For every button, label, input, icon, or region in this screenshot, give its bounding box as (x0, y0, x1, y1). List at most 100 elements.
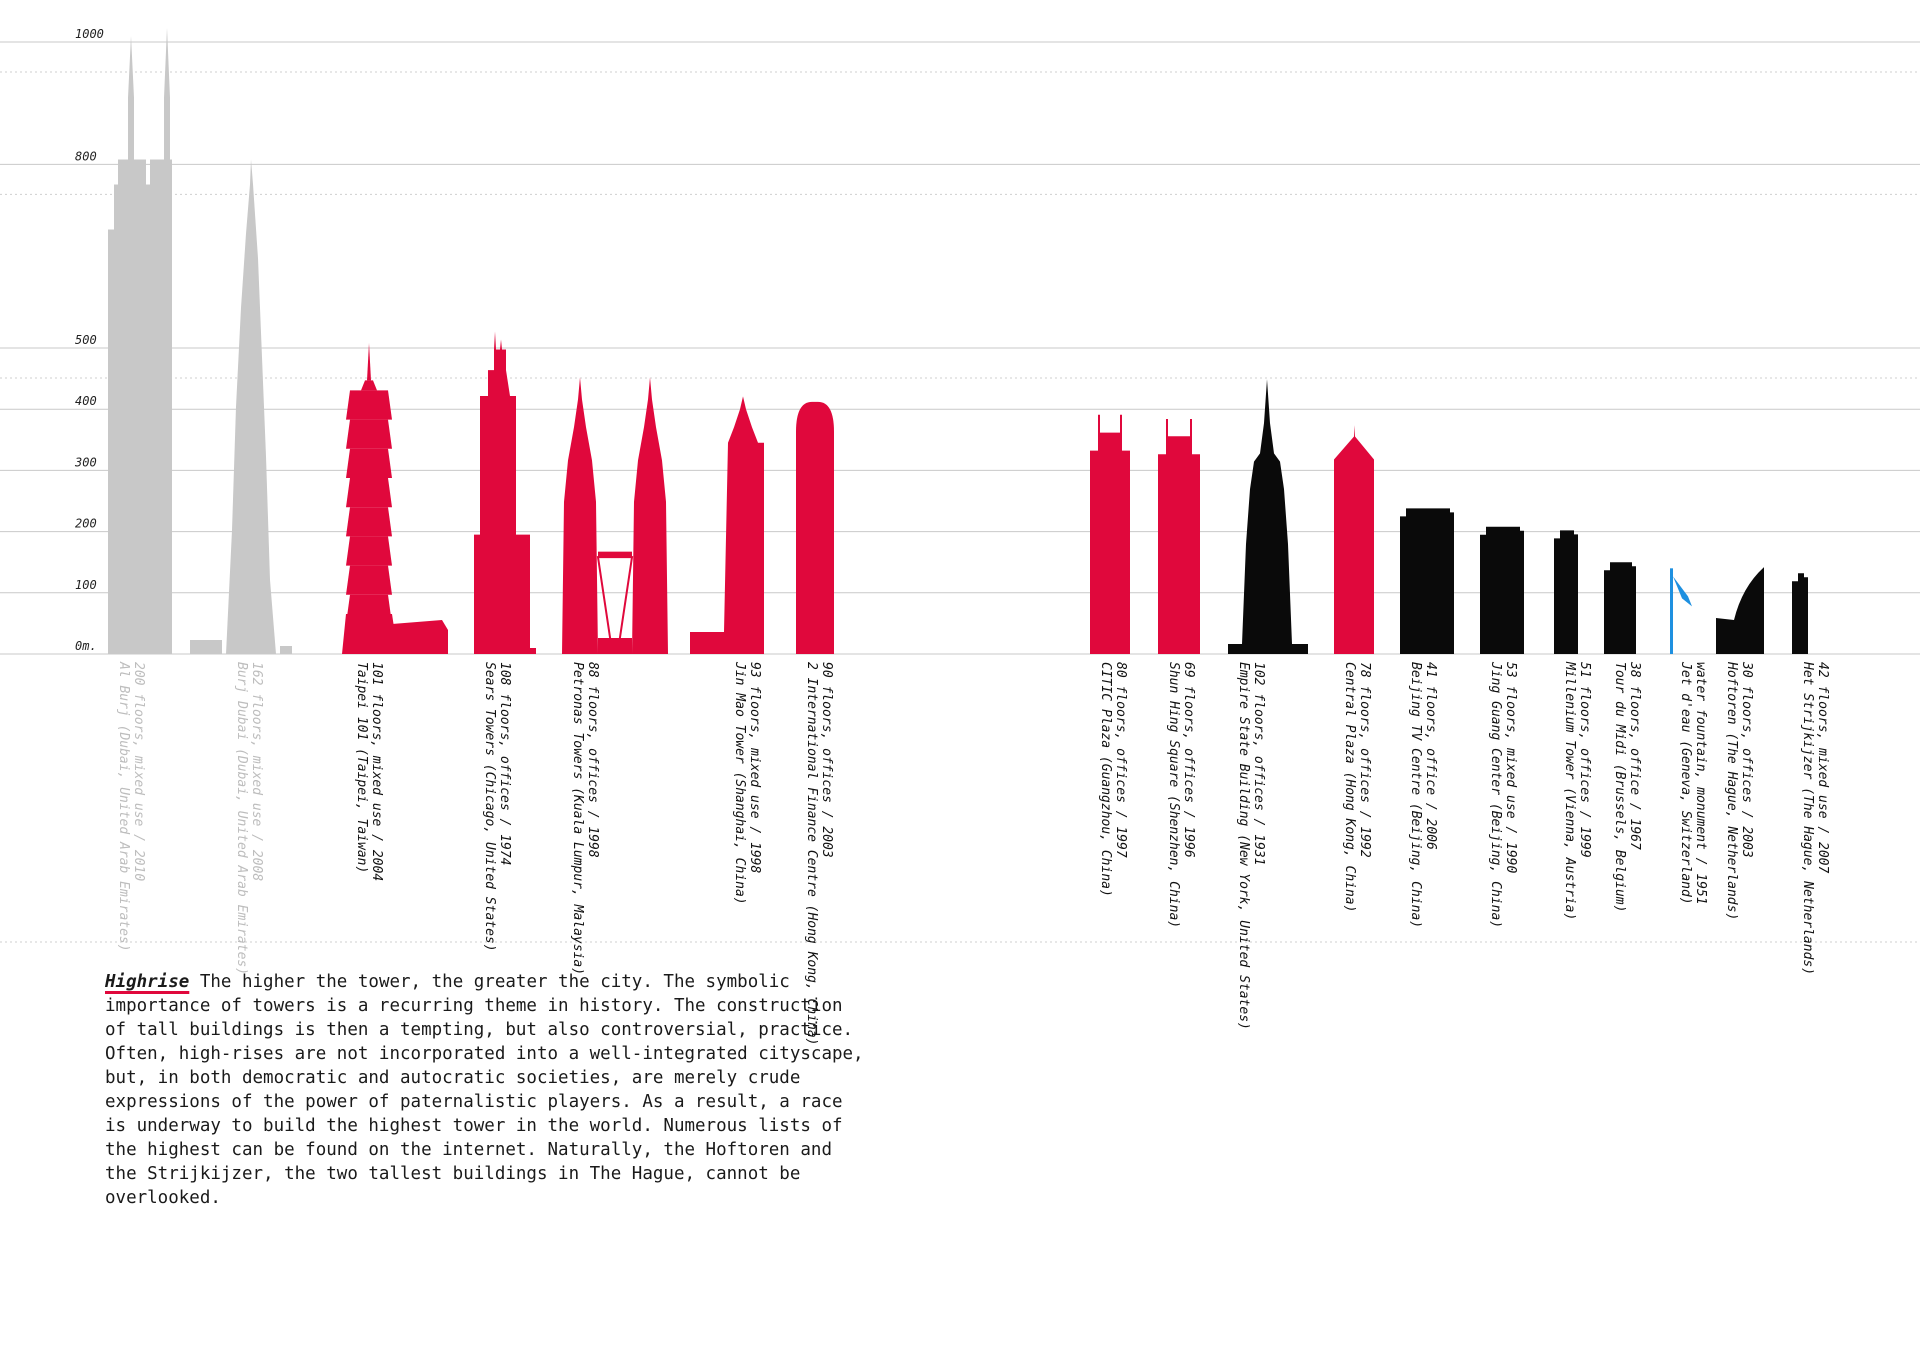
building-shape (1334, 425, 1374, 654)
building-shape (346, 390, 392, 420)
y-tick-label: 1000 (75, 27, 104, 41)
building-shape (632, 377, 668, 654)
building-detail-label: water fountain, monument / 1951 (1693, 662, 1708, 905)
building-name-label: Central Plaza (Hong Kong, China) (1342, 662, 1357, 912)
building-caption: Petronas Towers (Kuala Lumpur, Malaysia)… (570, 662, 600, 975)
skybridge-support (596, 556, 634, 645)
building-detail-label: 93 floors, mixed use / 1998 (747, 662, 762, 873)
building-shape (280, 646, 292, 654)
building-caption: Empire State Building (New York, United … (1236, 662, 1266, 1030)
building-name-label: Petronas Towers (Kuala Lumpur, Malaysia) (570, 662, 585, 975)
building-shape (346, 536, 392, 566)
building-13 (1554, 530, 1578, 654)
building-12 (1480, 526, 1524, 654)
y-tick-label: 200 (75, 517, 97, 531)
y-tick-label: 400 (75, 394, 97, 408)
building-6 (796, 401, 834, 654)
building-shape (392, 620, 448, 654)
building-shape (690, 396, 764, 654)
building-name-label: Millenium Tower (Vienna, Austria) (1562, 661, 1577, 920)
building-detail-label: 78 floors, offices / 1992 (1357, 662, 1372, 858)
building-14 (1604, 562, 1636, 654)
building-shape (346, 448, 392, 479)
article-lead: Highrise (105, 972, 190, 992)
building-shape (1792, 573, 1808, 654)
building-detail-label: 51 floors, offices / 1999 (1577, 662, 1592, 858)
building-name-label: Jet d'eau (Geneva, Switzerland) (1678, 661, 1693, 905)
building-15 (1670, 568, 1692, 654)
building-9 (1228, 379, 1308, 654)
building-caption: CITIC Plaza (Guangzhou, China) 80 floors,… (1098, 662, 1128, 897)
building-2 (342, 343, 448, 654)
building-shape (796, 401, 834, 654)
building-shape (1400, 508, 1454, 654)
skybridge (598, 551, 632, 558)
building-shape (1673, 576, 1692, 607)
building-caption: Het Strijkijzer (The Hague, Netherlands)… (1800, 661, 1830, 975)
building-caption: Sears Towers (Chicago, United States) 108… (482, 662, 512, 952)
building-1 (190, 159, 292, 654)
building-caption: Central Plaza (Hong Kong, China) 78 floor… (1342, 662, 1372, 912)
y-tick-label: 300 (74, 455, 97, 469)
building-caption: Beijing TV Centre (Beijing, China) 41 flo… (1408, 662, 1438, 928)
y-tick-label: 800 (75, 149, 97, 163)
building-shape (361, 380, 377, 391)
building-detail-label: 30 floors, offices / 2003 (1739, 661, 1754, 858)
grid-lines (0, 41, 1920, 943)
building-name-label: Taipei 101 (Taipei, Taiwan) (354, 662, 369, 873)
building-8 (1158, 418, 1200, 654)
building-name-label: Jin Mao Tower (Shanghai, China) (732, 661, 747, 905)
y-axis: 0m. 100 200 300 400 500 800 1000 (74, 27, 104, 653)
building-detail-label: 102 floors, offices / 1931 (1251, 662, 1266, 866)
building-detail-label: 53 floors, mixed use / 1990 (1503, 662, 1518, 873)
building-name-label: Al Burj (Dubai, United Arab Emirates) (116, 661, 131, 952)
building-caption: Al Burj (Dubai, United Arab Emirates) 200… (116, 661, 146, 952)
building-detail-label: 108 floors, offices / 1974 (497, 662, 512, 866)
building-caption: Jing Guang Center (Beijing, China) 53 flo… (1488, 661, 1518, 928)
building-shape (346, 565, 392, 595)
building-shape (108, 27, 172, 654)
building-shape (1228, 379, 1308, 654)
building-10 (1334, 425, 1374, 654)
building-caption: Jin Mao Tower (Shanghai, China) 93 floors… (732, 661, 762, 905)
building-detail-label: 200 floors, mixed use / 2010 (131, 662, 146, 881)
building-caption: Jet d'eau (Geneva, Switzerland) water fou… (1678, 661, 1708, 905)
article-text: Highrise The higher the tower, the great… (105, 970, 865, 1210)
y-tick-label: 0m. (75, 639, 97, 653)
building-caption: Burj Dubai (Dubai, United Arab Emirates)… (234, 662, 264, 975)
building-shape (1158, 418, 1200, 654)
building-caption: Hoftoren (The Hague, Netherlands) 30 floo… (1724, 661, 1754, 920)
building-detail-label: 101 floors, mixed use / 2004 (369, 662, 384, 881)
building-detail-label: 90 floors, offices / 2003 (819, 662, 834, 858)
building-detail-label: 88 floors, offices / 1998 (585, 662, 600, 858)
building-shape (226, 159, 276, 654)
building-0 (108, 27, 172, 654)
article-body: The higher the tower, the greater the ci… (105, 972, 864, 1208)
fountain-jet (1670, 568, 1673, 654)
building-caption: Millenium Tower (Vienna, Austria) 51 floo… (1562, 661, 1592, 920)
podium (598, 638, 632, 654)
building-shape (1604, 562, 1636, 654)
building-3 (474, 331, 536, 654)
building-caption: Taipei 101 (Taipei, Taiwan) 101 floors, m… (354, 662, 384, 881)
building-shape (342, 614, 398, 654)
building-captions: Al Burj (Dubai, United Arab Emirates) 200… (116, 661, 1830, 1046)
building-shape (1480, 526, 1524, 654)
building-shape (562, 377, 598, 654)
building-name-label: CITIC Plaza (Guangzhou, China) (1098, 662, 1113, 897)
building-detail-label: 38 floors, office / 1967 (1627, 661, 1642, 850)
building-shape (1090, 414, 1130, 654)
y-tick-label: 500 (75, 333, 97, 347)
building-name-label: Beijing TV Centre (Beijing, China) (1408, 662, 1423, 928)
building-shape (346, 478, 392, 508)
building-detail-label: 80 floors, offices / 1997 (1113, 662, 1128, 858)
building-11 (1400, 508, 1454, 654)
building-name-label: Jing Guang Center (Beijing, China) (1488, 661, 1503, 928)
building-name-label: Tour du Midi (Brussels, Belgium) (1612, 662, 1627, 912)
building-shape (1716, 567, 1764, 654)
building-7 (1090, 414, 1130, 654)
building-name-label: Empire State Building (New York, United … (1236, 662, 1251, 1030)
building-shape (367, 343, 371, 381)
building-caption: Tour du Midi (Brussels, Belgium) 38 floor… (1612, 661, 1642, 912)
